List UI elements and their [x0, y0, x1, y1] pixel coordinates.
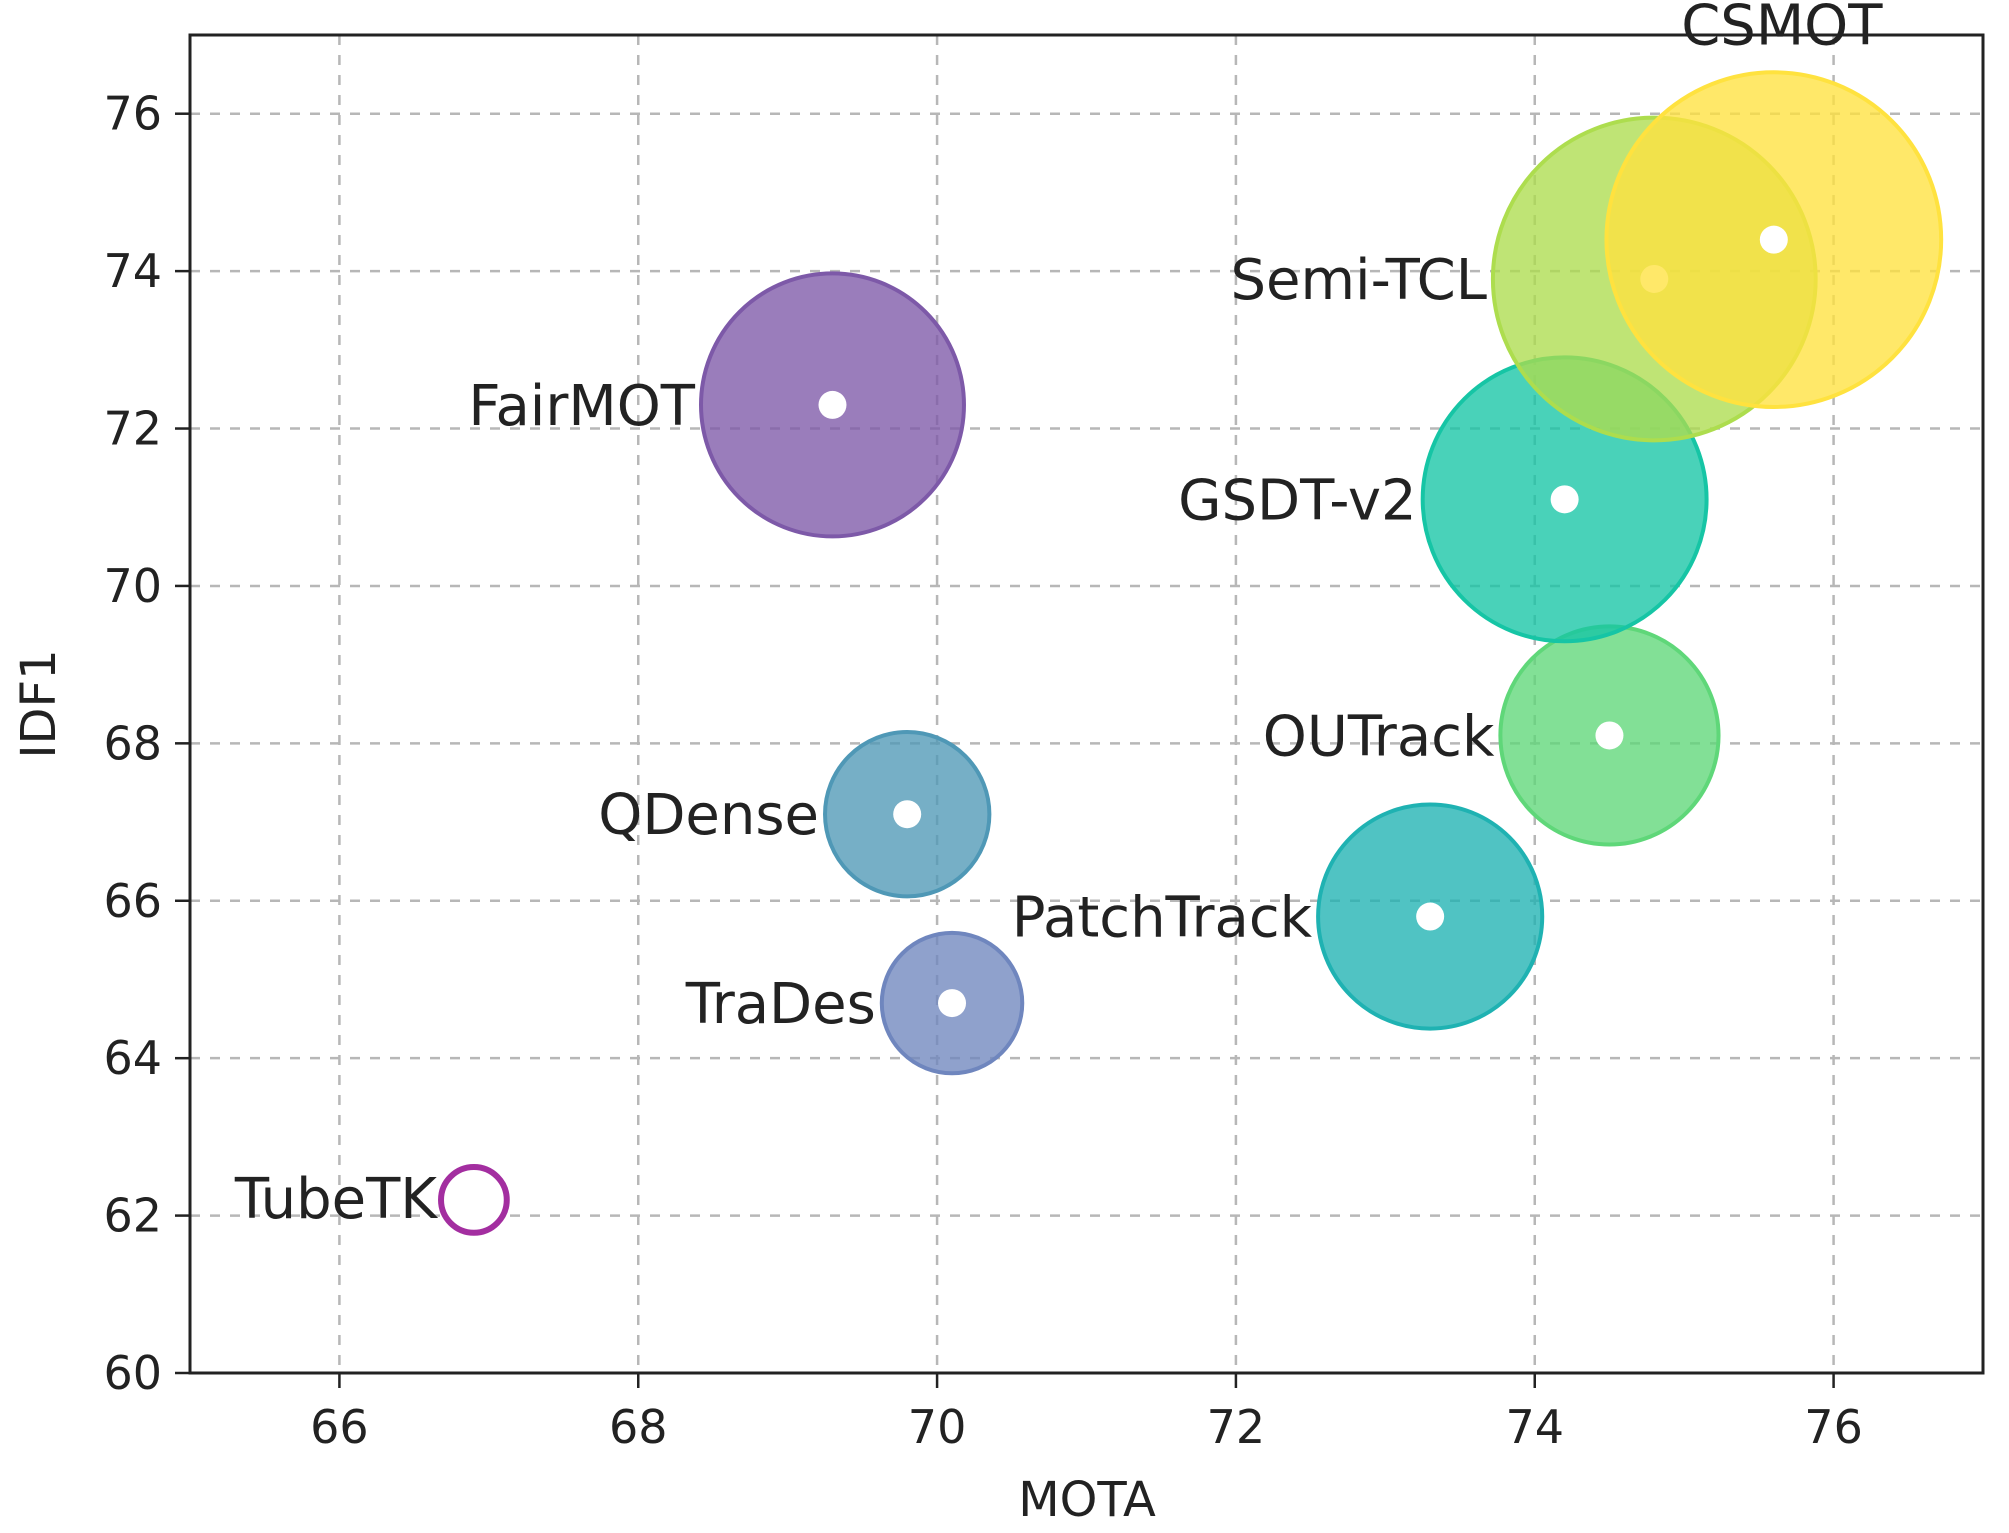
bubble-center-dot [1416, 902, 1445, 931]
bubble-center-dot [818, 390, 847, 419]
bubble-qdense: QDense [598, 730, 992, 899]
x-tick-label: 66 [310, 1400, 369, 1454]
y-tick-label: 72 [103, 402, 162, 456]
bubble-label: Semi-TCL [1231, 248, 1487, 313]
bubble-label: GSDT-v2 [1178, 468, 1417, 533]
y-tick-label: 76 [103, 87, 162, 141]
x-tick-label: 74 [1505, 1400, 1564, 1454]
tick-layer: 66 68 70 72 74 76 60 62 64 66 68 70 72 74 76 [103, 87, 1862, 1454]
bubble-label: FairMOT [468, 374, 695, 439]
bubble-csmot: CSMOT [1604, 0, 1944, 409]
bubble-center-dot [1759, 225, 1788, 254]
bubble-label: PatchTrack [1012, 886, 1313, 951]
plot-frame [188, 33, 1985, 1375]
bubble-outrack: OUTrack [1263, 624, 1721, 847]
bubble-tubetk: TubeTK [234, 1163, 510, 1236]
bubble-center-dot [1550, 485, 1579, 514]
bubble-label: CSMOT [1681, 0, 1883, 58]
x-tick-label: 76 [1804, 1400, 1863, 1454]
x-tick-label: 72 [1207, 1400, 1266, 1454]
bubble-center-dot [1595, 721, 1624, 750]
bubble-layer: TubeTK TraDes QDense FairMOT PatchTrack OUTra… [234, 0, 1944, 1236]
x-tick-label: 70 [908, 1400, 967, 1454]
y-axis-title: IDF1 [11, 649, 67, 758]
bubble-label: TubeTK [234, 1167, 438, 1232]
y-tick-label: 64 [103, 1031, 162, 1085]
bubble-label: OUTrack [1263, 704, 1495, 769]
bubble-patchtrack: PatchTrack [1012, 802, 1545, 1031]
y-tick-label: 60 [103, 1346, 162, 1400]
x-tick-label: 68 [609, 1400, 668, 1454]
bubble-trades: TraDes [685, 930, 1025, 1076]
bubble-fairmot: FairMOT [468, 271, 966, 539]
bubble-label: QDense [598, 783, 819, 848]
y-tick-label: 62 [103, 1189, 162, 1243]
y-tick-label: 74 [103, 244, 162, 298]
y-tick-label: 66 [103, 874, 162, 928]
bubble-center-dot [463, 1189, 484, 1210]
x-axis-title: MOTA [1018, 1472, 1156, 1528]
y-tick-label: 68 [103, 716, 162, 770]
y-tick-label: 70 [103, 559, 162, 613]
bubble-label: TraDes [685, 972, 876, 1037]
bubble-center-dot [893, 800, 922, 829]
bubble-center-dot [938, 989, 967, 1018]
